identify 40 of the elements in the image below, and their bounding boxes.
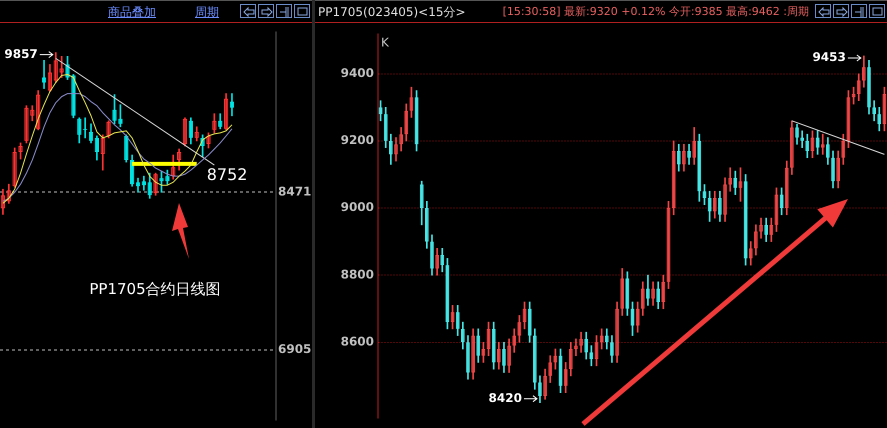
candlestick (502, 342, 506, 373)
candlestick (702, 184, 706, 206)
y-tick-label: 9400 (340, 66, 374, 80)
candlestick (148, 172, 152, 199)
y-tick-label: 9000 (340, 200, 374, 214)
candlestick (466, 335, 470, 380)
candlestick (867, 60, 871, 114)
annotation: 9453 (812, 50, 846, 64)
y-tick-label: 8471 (278, 184, 312, 198)
candlestick (646, 274, 650, 306)
candlestick (831, 150, 835, 188)
y-tick-label: 8600 (340, 334, 374, 348)
y-tick-label: 6905 (278, 342, 312, 356)
candlestick (687, 144, 691, 165)
y-axis-title: K (381, 35, 390, 50)
y-tick-label: 9200 (340, 133, 374, 148)
chart-title: PP1705(023405)<15分> (318, 4, 466, 21)
candlestick (610, 335, 614, 363)
annotation: PP1705合约日线图 (89, 280, 221, 298)
candlestick (414, 90, 418, 152)
candlestick (816, 130, 820, 155)
chart-title: 商品叠加 (108, 4, 156, 21)
candlestick (538, 376, 542, 404)
annotation: 9857 (4, 46, 38, 61)
candlestick (430, 234, 434, 276)
candlestick (124, 134, 128, 162)
y-tick-label: 8800 (340, 267, 374, 282)
series-label: 8752 (206, 165, 248, 184)
candlestick (630, 302, 634, 336)
candlestick (446, 258, 450, 330)
candlestick (558, 348, 562, 393)
candlestick (795, 124, 799, 145)
candlestick (77, 117, 82, 144)
candlestick (718, 190, 722, 222)
annotation: 8420 (488, 390, 522, 405)
chart-subtitle: 周期 (195, 4, 219, 21)
candlestick (604, 328, 609, 350)
chart-subtitle: [15:30:58] 最新:9320 +0.12% 今开:9385 最高:9462 :周期 (502, 4, 809, 19)
candlestick (218, 113, 222, 130)
candlestick (378, 100, 382, 122)
